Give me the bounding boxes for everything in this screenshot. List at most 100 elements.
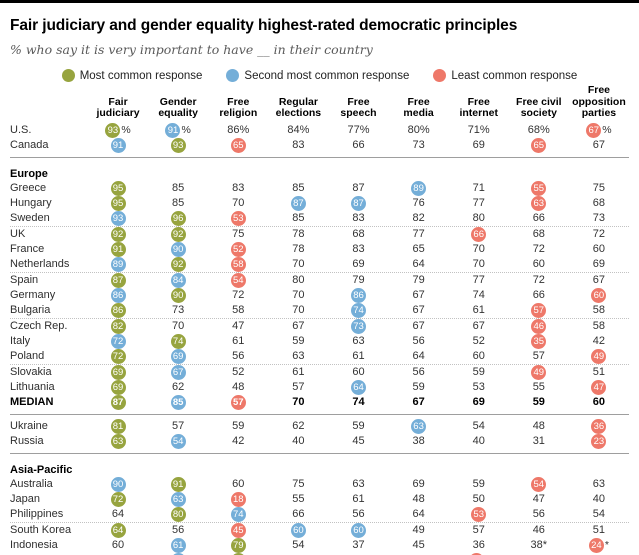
value-cell: 50: [472, 493, 485, 505]
value-cell: 86%: [227, 124, 250, 136]
value-cell: 86: [88, 287, 148, 303]
value-cell: 63: [148, 491, 208, 507]
value-cell: 91: [88, 241, 148, 257]
value-cell: 31: [532, 435, 545, 447]
second-common-marker: 74: [350, 302, 366, 318]
most-common-marker: 72: [110, 348, 126, 364]
value-cell: 70: [472, 243, 485, 255]
legend-label: Second most common response: [244, 69, 410, 82]
value-cell: 85: [148, 394, 208, 410]
value-cell: 73: [172, 304, 185, 316]
value-cell: 61: [352, 493, 365, 505]
value-cell: 55: [292, 493, 305, 505]
country-label: Hungary: [10, 197, 52, 209]
country-label: Philippines: [10, 508, 64, 520]
median-row: MEDIAN 87 85 57 70 74 67 69 59 60: [10, 394, 629, 415]
value-cell: 83: [352, 243, 365, 255]
second-common-marker: 64: [350, 379, 366, 395]
value-cell: 66: [292, 508, 305, 520]
value-cell: 92: [148, 256, 208, 272]
value-cell: 56: [172, 524, 185, 536]
column-header-row: Fair judiciary Gender equality Free religion R…: [10, 84, 629, 120]
table-row: Slovakia 69 67 52 61 60 56 59 49 51: [10, 364, 629, 380]
second-common-marker: 89: [411, 180, 427, 196]
value-cell: 66: [449, 226, 509, 242]
value-cell: 65: [412, 243, 425, 255]
value-cell: 56: [412, 366, 425, 378]
most-common-marker: 92: [110, 226, 126, 242]
value-cell: 57: [172, 420, 185, 432]
country-label: Ukraine: [10, 420, 48, 432]
value-cell: 64: [111, 508, 125, 520]
column-header-line: equality: [158, 107, 198, 119]
most-common-marker: 74: [170, 333, 186, 349]
data-table: Fair judiciary Gender equality Free religion R…: [10, 84, 629, 555]
column-header-line: elections: [275, 107, 322, 119]
value-cell: 54: [592, 508, 606, 520]
value-cell: 85: [292, 212, 305, 224]
value-cell: 55: [509, 180, 569, 196]
value-cell: 40: [592, 493, 606, 505]
value-cell: 59: [232, 420, 245, 432]
second-common-marker: 90: [110, 476, 126, 492]
value-cell: 69: [412, 478, 425, 490]
value-cell: 90: [88, 476, 148, 492]
value-cell: 63: [509, 195, 569, 211]
second-common-marker: 90: [170, 241, 186, 257]
value-cell: 40: [292, 435, 305, 447]
value-cell: 62: [292, 420, 305, 432]
value-cell: 57: [472, 524, 485, 536]
value-cell: 59: [472, 366, 485, 378]
least-common-marker: 23: [591, 433, 607, 449]
value-cell: 93: [148, 137, 208, 153]
value-cell: 60: [232, 478, 245, 490]
most-common-marker: 87: [110, 394, 126, 410]
value-cell: 72: [88, 491, 148, 507]
value-cell: 58: [592, 320, 606, 332]
second-common-marker: 63: [170, 491, 186, 507]
value-cell: 59: [472, 478, 485, 490]
value-cell: 84%: [287, 124, 310, 136]
most-common-marker: 96: [170, 210, 186, 226]
most-common-marker: 69: [110, 364, 126, 380]
country-label: Italy: [10, 335, 31, 347]
value-cell: 95: [88, 180, 148, 196]
column-header: Free religion: [208, 95, 268, 120]
second-common-marker: 87: [290, 195, 306, 211]
least-common-marker: 55: [531, 180, 547, 196]
value-cell: 76: [412, 197, 425, 209]
value-cell: 57: [292, 381, 305, 393]
value-cell: 59: [412, 381, 425, 393]
column-header-line: Free: [227, 95, 250, 108]
second-common-dot-icon: [226, 69, 240, 82]
country-label: Lithuania: [10, 381, 55, 393]
value-cell: 91: [88, 137, 148, 153]
value-cell: 69: [88, 364, 148, 380]
country-label: South Korea: [10, 524, 72, 536]
country-label: Japan: [10, 493, 40, 505]
value-cell: 81: [88, 418, 148, 434]
least-common-marker: 66: [471, 226, 487, 242]
value-cell: 61: [232, 335, 245, 347]
section-header-row: Asia-Pacific: [10, 458, 629, 477]
value-cell: 59: [352, 420, 365, 432]
table-row: UK 92 92 75 78 68 77 66 68 72: [10, 226, 629, 242]
second-common-marker: 72: [110, 333, 126, 349]
legend-item: Most common response: [61, 69, 202, 82]
least-common-marker: 36: [591, 418, 607, 434]
most-common-marker: 91: [110, 241, 126, 257]
table-row: Japan 72 63 18 55 61 48 50 47 40: [10, 491, 629, 507]
value-cell: 52: [208, 241, 268, 257]
column-header-line: Free: [467, 95, 490, 108]
country-label: U.S.: [10, 124, 32, 136]
table-row: Czech Rep. 82 70 47 67 73 67 67 46 58: [10, 318, 629, 334]
table-row: Germany 86 90 72 70 86 67 74 66 60: [10, 287, 629, 303]
value-cell: 64: [328, 379, 388, 395]
value-cell: 53: [208, 210, 268, 226]
value-cell: 87: [88, 272, 148, 288]
value-cell: 42: [232, 435, 245, 447]
chart-title: Fair judiciary and gender equality highe…: [10, 17, 518, 34]
most-common-marker: 69: [110, 379, 126, 395]
value-cell: 60: [328, 522, 388, 538]
second-common-marker: 93: [110, 210, 126, 226]
